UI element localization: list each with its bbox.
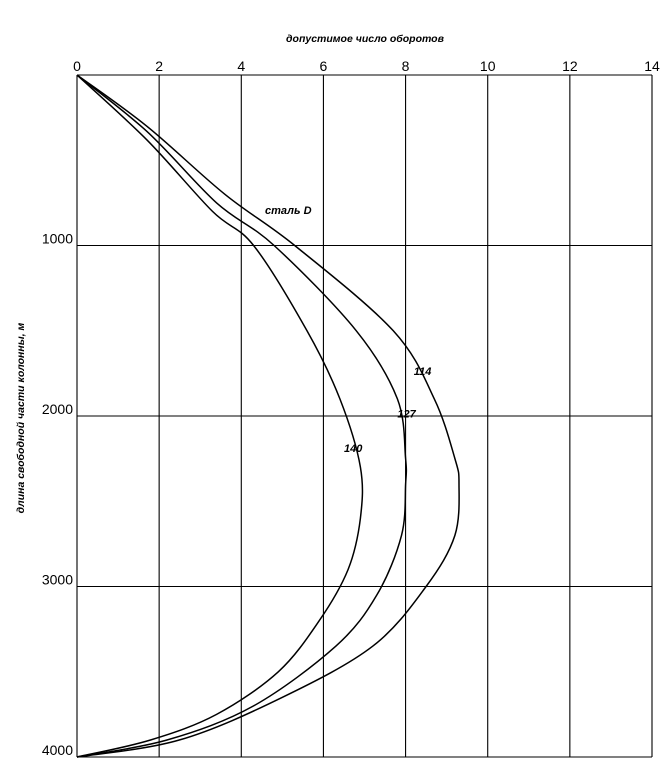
x-axis-title: допустимое число оборотов: [286, 33, 445, 45]
x-tick-label-12: 12: [562, 58, 578, 74]
y-tick-label-3000: 3000: [42, 572, 73, 588]
x-tick-label-8: 8: [402, 58, 410, 74]
curve-114: [76, 74, 460, 758]
y-tick-label-1000: 1000: [42, 231, 73, 247]
curve-label-127: 127: [397, 409, 416, 421]
tick-labels: 0 2 4 6 8 10 12 14 1000 2000 3000 4000: [42, 58, 660, 758]
gridlines: [76, 74, 653, 758]
curves: [76, 74, 460, 758]
x-tick-label-4: 4: [237, 58, 245, 74]
y-tick-label-2000: 2000: [42, 401, 73, 417]
x-tick-label-2: 2: [155, 58, 163, 74]
y-tick-label-4000: 4000: [42, 742, 73, 758]
x-tick-label-6: 6: [320, 58, 328, 74]
steel-grade-annotation: сталь D: [265, 205, 312, 217]
curve-label-140: 140: [344, 443, 363, 455]
x-tick-label-10: 10: [480, 58, 496, 74]
y-axis-title: длина свободной части колонны, м: [15, 322, 27, 513]
curve-label-114: 114: [414, 366, 432, 378]
x-tick-label-0: 0: [73, 58, 81, 74]
curve-labels: 114 127 140: [344, 366, 431, 455]
x-tick-label-14: 14: [644, 58, 660, 74]
curve-140: [76, 74, 364, 758]
curve-127: [76, 74, 408, 758]
